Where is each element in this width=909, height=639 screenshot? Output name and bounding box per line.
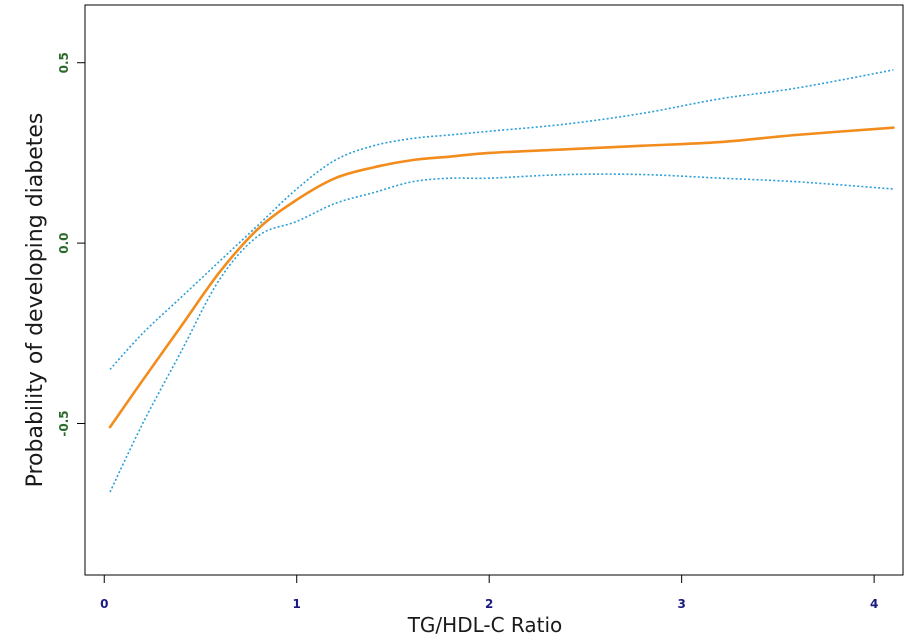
- x-tick-label-3: 3: [677, 597, 685, 611]
- series-ci-lower-line: [109, 173, 894, 493]
- plot-frame: [84, 4, 904, 576]
- y-axis: -0.5 0.0 0.5: [57, 52, 85, 437]
- y-axis-label: Probability of developing diabetes: [23, 113, 48, 488]
- y-tick-label-0: -0.5: [57, 410, 71, 436]
- x-tick-label-0: 0: [100, 597, 108, 611]
- x-tick-label-4: 4: [870, 597, 878, 611]
- x-tick-label-2: 2: [485, 597, 493, 611]
- x-axis: 0 1 2 3 4: [100, 575, 878, 611]
- y-tick-label-1: 0.0: [57, 232, 71, 253]
- series-ci-upper-line: [109, 69, 894, 370]
- y-tick-label-2: 0.5: [57, 52, 71, 73]
- series-estimate-line: [108, 126, 895, 429]
- x-tick-label-1: 1: [293, 597, 301, 611]
- series-layer: [108, 69, 895, 493]
- x-axis-label: TG/HDL-C Ratio: [407, 613, 563, 637]
